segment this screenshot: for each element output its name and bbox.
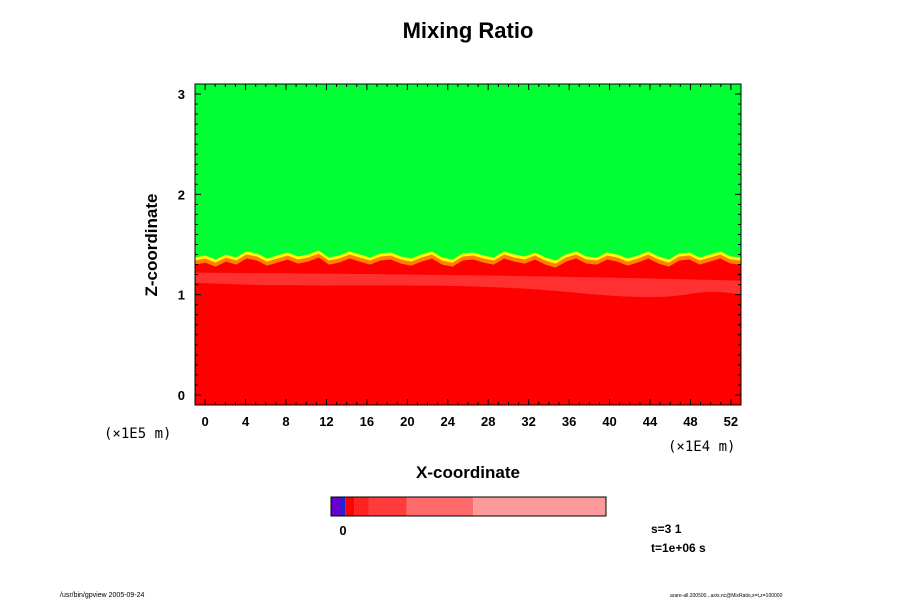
colorbar-segment <box>406 497 474 516</box>
colorbar-label: 0 <box>339 523 346 538</box>
x-tick-label: 16 <box>360 414 374 429</box>
y-tick-labels: 0 1 2 3 <box>178 87 185 403</box>
x-tick-label: 52 <box>724 414 738 429</box>
x-tick-label: 8 <box>282 414 289 429</box>
y-tick-label: 1 <box>178 288 185 303</box>
colorbar-segment <box>345 497 355 516</box>
x-tick-label: 48 <box>683 414 697 429</box>
y-unit-label: (×1E5 m) <box>104 426 171 442</box>
y-tick-label: 2 <box>178 187 185 202</box>
x-axis-label: X-coordinate <box>416 463 520 482</box>
lower-streak <box>195 272 741 298</box>
x-tick-label: 40 <box>602 414 616 429</box>
x-tick-label: 12 <box>319 414 333 429</box>
y-tick-label: 3 <box>178 87 185 102</box>
colorbar-segment <box>331 497 341 516</box>
x-tick-label: 32 <box>521 414 535 429</box>
x-tick-label: 0 <box>201 414 208 429</box>
s-info-text: s=3 1 <box>651 522 682 536</box>
x-tick-label: 4 <box>242 414 250 429</box>
y-tick-label: 0 <box>178 388 185 403</box>
x-tick-label: 24 <box>441 414 456 429</box>
colorbar-segment <box>368 497 407 516</box>
x-tick-label: 28 <box>481 414 495 429</box>
colorbar-segment <box>354 497 369 516</box>
plot-area <box>194 83 742 406</box>
footer-right-text: arare-all.200500...axis.nc@MixRatio,x=t,… <box>670 593 783 599</box>
colorbar-frame <box>330 496 607 517</box>
x-unit-label: (×1E4 m) <box>668 439 735 455</box>
footer-left-text: /usr/bin/gpview 2005-09-24 <box>60 592 145 599</box>
t-info-text: t=1e+06 s <box>651 541 706 555</box>
colorbar-segment <box>473 497 606 516</box>
x-tick-label: 36 <box>562 414 576 429</box>
colorbar <box>330 496 607 517</box>
y-axis-label: Z-coordinate <box>142 194 161 297</box>
x-tick-label: 44 <box>643 414 658 429</box>
x-tick-label: 20 <box>400 414 414 429</box>
x-tick-labels: 0 4 8 12 16 20 24 28 32 36 40 44 48 52 <box>201 414 738 429</box>
chart-title: Mixing Ratio <box>403 18 534 43</box>
colorbar-segment <box>340 497 346 516</box>
